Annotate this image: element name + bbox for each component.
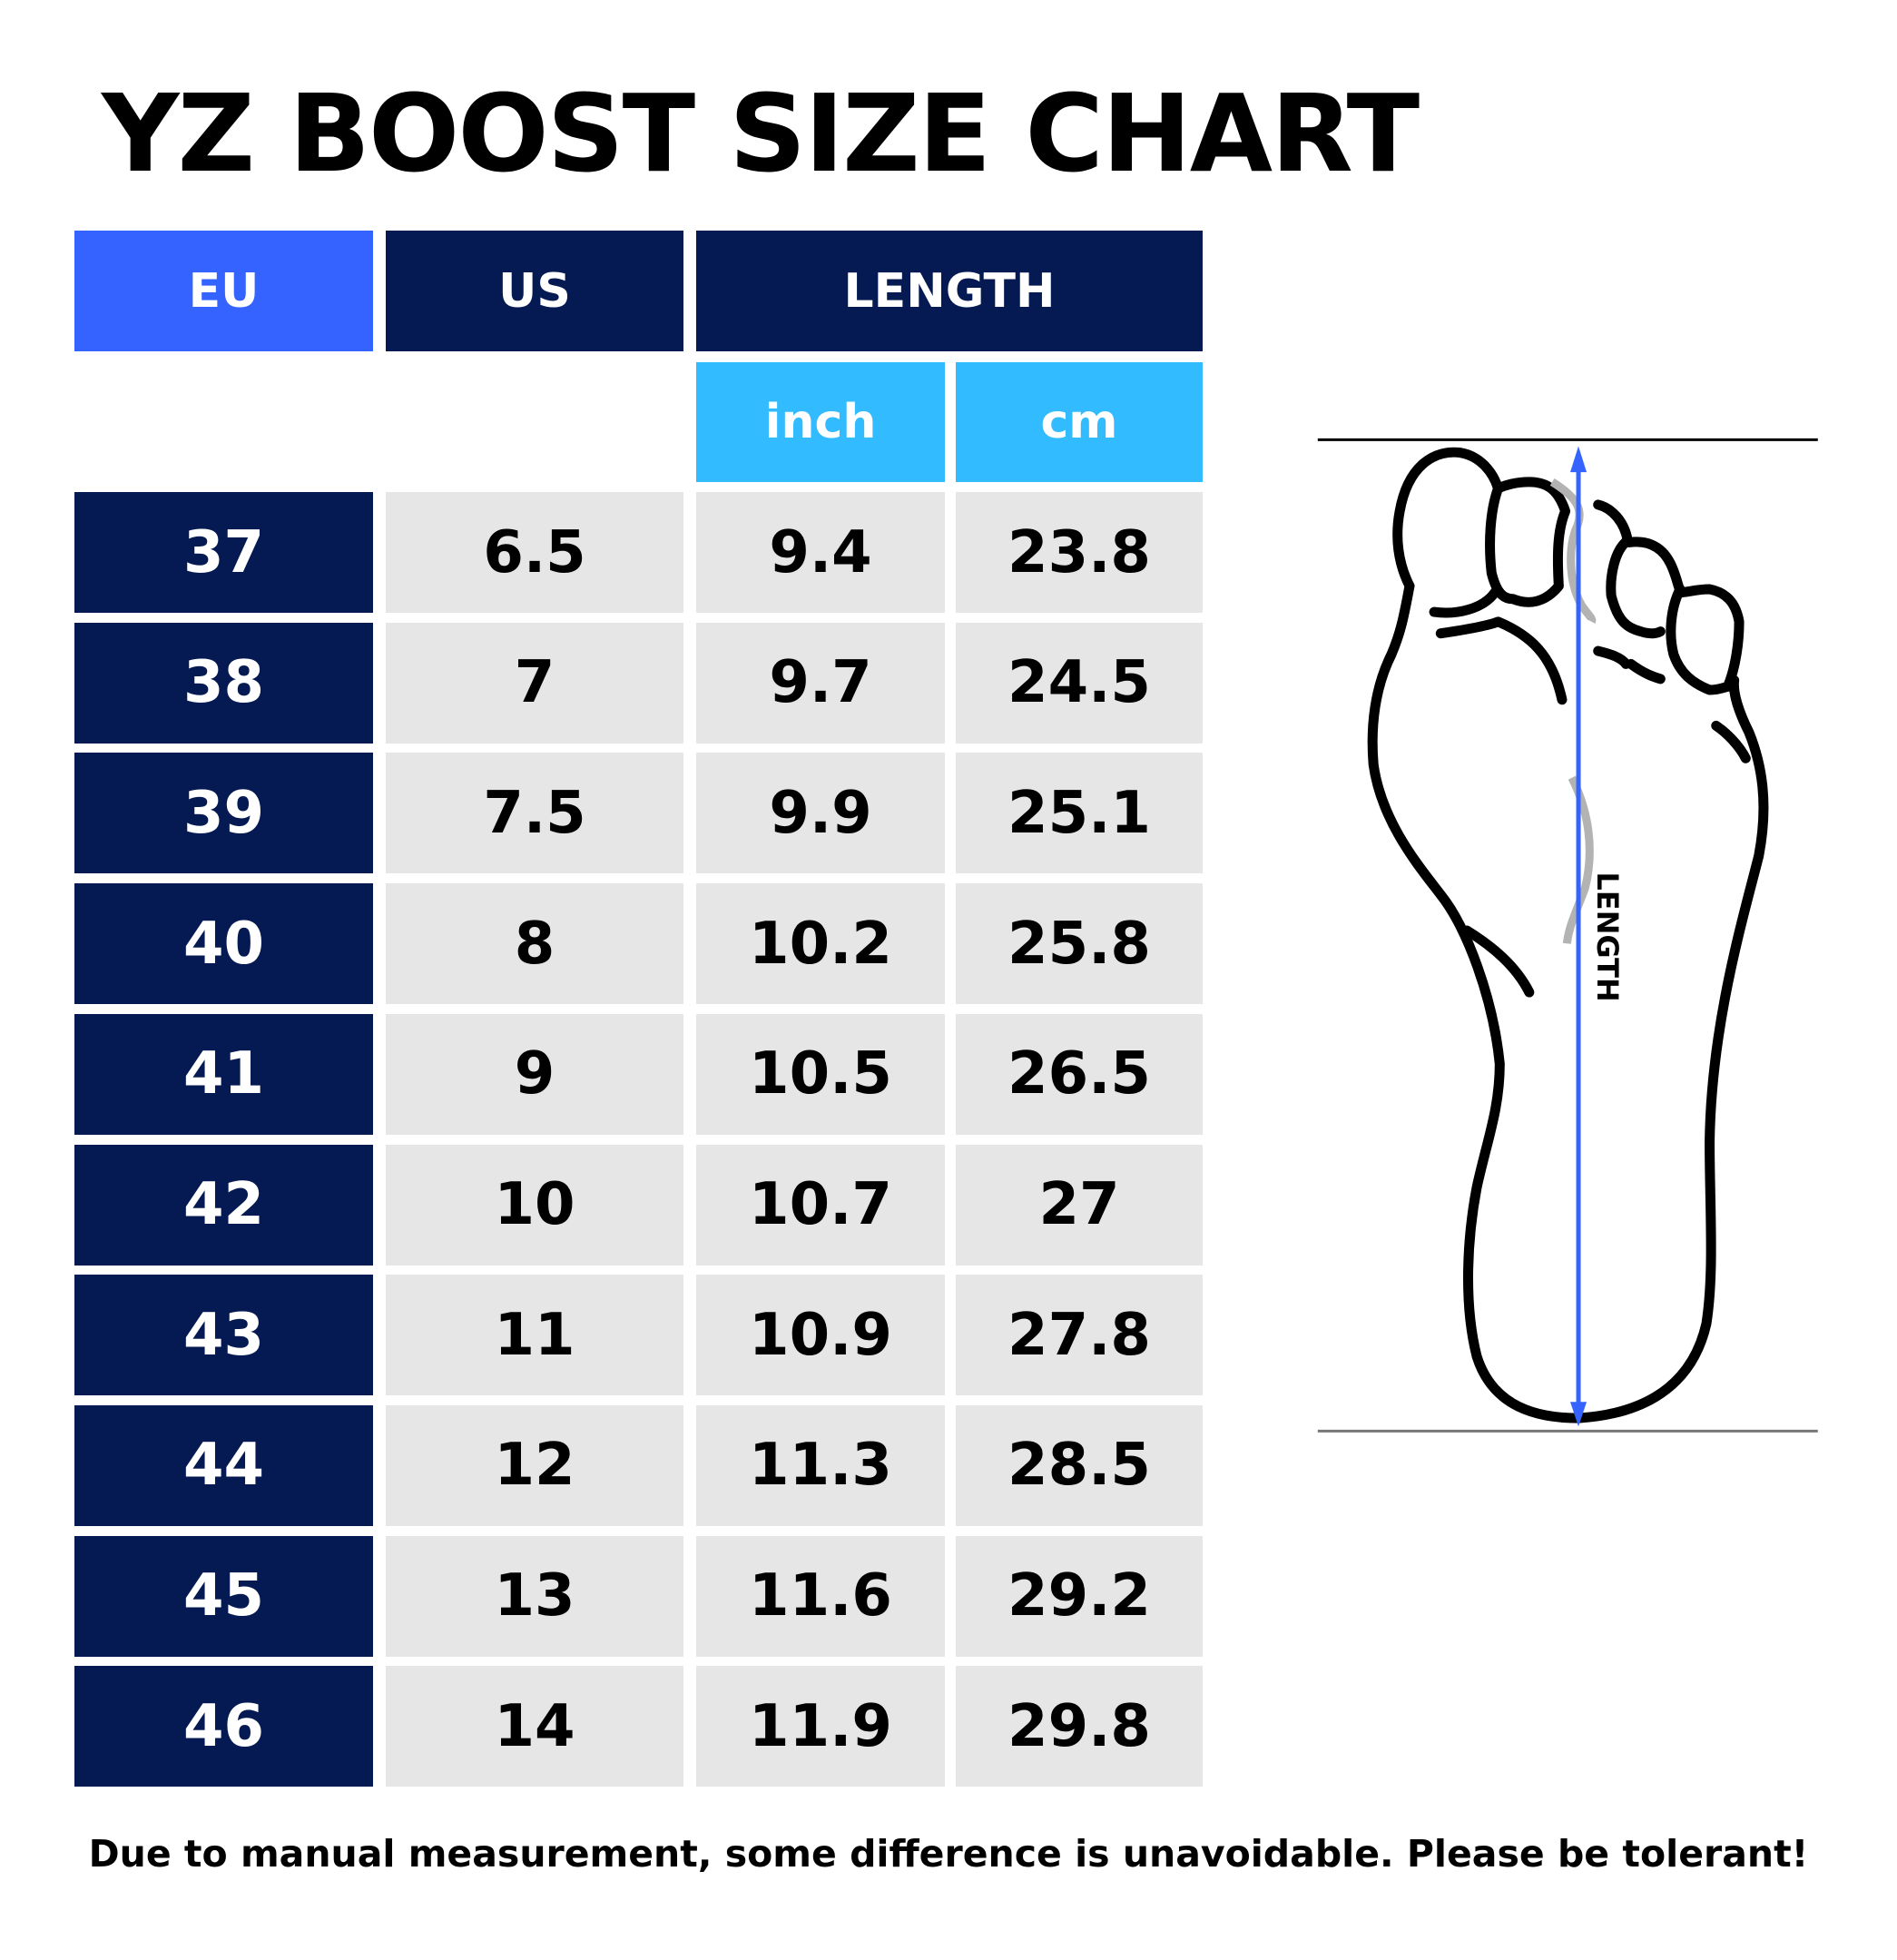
cell-cm: 23.8	[956, 492, 1203, 613]
header-eu: EU	[74, 231, 373, 351]
arrow-head-bottom	[1570, 1402, 1587, 1427]
cell-inch: 11.3	[696, 1404, 945, 1526]
cell-us: 7.5	[386, 753, 683, 874]
header-length: LENGTH	[696, 231, 1203, 351]
cell-cm: 25.8	[956, 883, 1203, 1005]
cell-eu: 38	[74, 622, 373, 744]
cell-us: 7	[386, 622, 683, 744]
cell-eu: 40	[74, 883, 373, 1005]
cell-inch: 10.9	[696, 1275, 945, 1396]
cell-inch: 9.7	[696, 622, 945, 744]
foot-sole-icon	[1316, 427, 1824, 1434]
length-label: LENGTH	[1590, 872, 1625, 1002]
cell-us: 10	[386, 1144, 683, 1266]
cell-eu: 41	[74, 1013, 373, 1135]
cell-eu: 39	[74, 753, 373, 874]
cell-inch: 10.2	[696, 883, 945, 1005]
arrow-head-top	[1570, 446, 1587, 473]
cell-eu: 43	[74, 1275, 373, 1396]
cell-cm: 29.8	[956, 1666, 1203, 1788]
cell-inch: 9.4	[696, 492, 945, 613]
cell-cm: 24.5	[956, 622, 1203, 744]
header-us: US	[386, 231, 683, 351]
cell-inch: 11.9	[696, 1666, 945, 1788]
cell-eu: 45	[74, 1535, 373, 1657]
cell-eu: 42	[74, 1144, 373, 1266]
cell-cm: 27.8	[956, 1275, 1203, 1396]
cell-eu: 37	[74, 492, 373, 613]
cell-eu: 44	[74, 1404, 373, 1526]
cell-us: 6.5	[386, 492, 683, 613]
header-cm: cm	[956, 362, 1203, 482]
cell-inch: 10.5	[696, 1013, 945, 1135]
cell-cm: 27	[956, 1144, 1203, 1266]
cell-us: 11	[386, 1275, 683, 1396]
disclaimer-note: Due to manual measurement, some differen…	[88, 1832, 1809, 1876]
header-inch: inch	[696, 362, 945, 482]
cell-us: 12	[386, 1404, 683, 1526]
cell-inch: 9.9	[696, 753, 945, 874]
page-title: YZ BOOST SIZE CHART	[102, 71, 1420, 196]
cell-us: 8	[386, 883, 683, 1005]
cell-us: 13	[386, 1535, 683, 1657]
cell-eu: 46	[74, 1666, 373, 1788]
cell-us: 9	[386, 1013, 683, 1135]
cell-cm: 28.5	[956, 1404, 1203, 1526]
cell-us: 14	[386, 1666, 683, 1788]
cell-inch: 11.6	[696, 1535, 945, 1657]
cell-cm: 25.1	[956, 753, 1203, 874]
cell-cm: 26.5	[956, 1013, 1203, 1135]
cell-inch: 10.7	[696, 1144, 945, 1266]
cell-cm: 29.2	[956, 1535, 1203, 1657]
